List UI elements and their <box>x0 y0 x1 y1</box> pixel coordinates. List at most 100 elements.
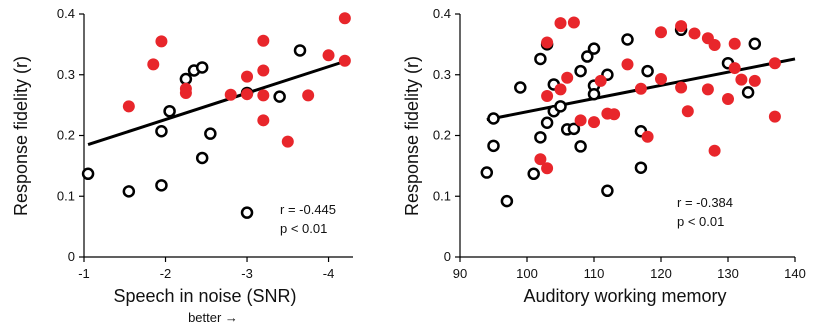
data-point-open <box>122 185 136 198</box>
x-axis-note: better → <box>188 310 238 325</box>
data-point-filled <box>147 58 160 71</box>
speech-in-noise-panel: 0 0.1 0.2 0.3 0.4 -1 -2 -3 -4 Response fidelity… <box>11 6 353 325</box>
data-point-filled <box>179 86 192 99</box>
data-point-filled <box>641 130 654 143</box>
data-point-open <box>587 87 601 101</box>
data-point-open <box>621 33 634 46</box>
data-point-filled <box>748 74 761 87</box>
x-tick-label: -4 <box>323 266 335 281</box>
data-point-filled <box>634 82 647 95</box>
y-axis-ticks: 0 0.1 0.2 0.3 0.4 <box>433 6 460 264</box>
data-point-filled <box>281 135 294 148</box>
x-axis-title: Speech in noise (SNR) <box>113 286 296 306</box>
data-point-filled <box>608 108 621 121</box>
data-point-filled <box>241 88 254 101</box>
data-points <box>81 12 351 219</box>
data-point-filled <box>338 54 351 67</box>
y-axis-ticks: 0 0.1 0.2 0.3 0.4 <box>57 6 84 264</box>
data-point-filled <box>655 73 667 86</box>
y-axis-title: Response fidelity (r) <box>402 56 422 216</box>
y-axis-title: Response fidelity (r) <box>11 56 31 216</box>
data-point-open <box>273 90 286 103</box>
y-tick-label: 0.4 <box>433 6 451 21</box>
data-point-open <box>641 64 654 78</box>
data-point-filled <box>257 114 270 127</box>
data-point-filled <box>241 70 254 83</box>
data-point-open <box>748 37 762 51</box>
correlation-r-text: r = -0.445 <box>280 202 336 217</box>
data-point-filled <box>588 116 600 129</box>
data-point-filled <box>322 49 335 62</box>
data-point-open <box>574 64 587 78</box>
x-tick-label: -1 <box>78 266 90 281</box>
data-point-filled <box>708 144 721 157</box>
x-tick-label: -3 <box>241 266 253 281</box>
data-point-filled <box>708 38 721 51</box>
data-point-filled <box>554 17 567 30</box>
data-point-open <box>581 50 594 63</box>
data-point-filled <box>534 153 547 166</box>
data-point-open <box>534 52 547 66</box>
data-point-filled <box>122 100 135 113</box>
data-points <box>480 16 781 208</box>
data-point-filled <box>728 62 741 75</box>
data-point-open <box>514 81 527 94</box>
data-point-filled <box>541 36 554 49</box>
x-tick-label: 120 <box>650 266 672 281</box>
y-tick-label: 0.2 <box>433 128 451 143</box>
data-point-filled <box>338 12 351 25</box>
data-point-open <box>601 184 614 198</box>
data-point-filled <box>541 162 554 175</box>
y-tick-label: 0.1 <box>57 188 75 203</box>
trend-line-group <box>87 59 346 147</box>
trend-line <box>87 59 346 147</box>
data-point-filled <box>594 74 607 87</box>
data-point-filled <box>257 34 270 47</box>
data-point-open <box>500 194 514 208</box>
x-tick-label: 130 <box>717 266 739 281</box>
x-tick-label: 100 <box>516 266 538 281</box>
data-point-filled <box>768 57 781 70</box>
data-point-open <box>574 140 587 153</box>
x-tick-label: 140 <box>784 266 806 281</box>
data-point-filled <box>768 110 781 123</box>
data-point-filled <box>621 58 634 71</box>
correlation-r-text: r = -0.384 <box>677 195 733 210</box>
data-point-open <box>179 72 193 86</box>
y-tick-label: 0 <box>444 249 451 264</box>
data-point-open <box>634 161 648 174</box>
data-point-filled <box>574 114 587 127</box>
y-tick-label: 0.1 <box>433 188 451 203</box>
data-point-filled <box>675 81 688 94</box>
y-tick-label: 0.2 <box>57 128 75 143</box>
data-point-open <box>554 100 567 113</box>
y-tick-label: 0.3 <box>433 67 451 82</box>
data-point-open <box>195 61 209 74</box>
data-point-filled <box>541 90 554 103</box>
data-point-open <box>155 124 168 138</box>
data-point-filled <box>257 64 270 77</box>
data-point-open <box>487 112 500 125</box>
y-tick-label: 0.4 <box>57 6 75 21</box>
data-point-open <box>741 86 755 99</box>
data-point-filled <box>302 89 315 102</box>
x-tick-label: 90 <box>453 266 467 281</box>
data-point-open <box>540 116 554 129</box>
working-memory-panel: 0 0.1 0.2 0.3 0.4 90 100 110 120 130 140 Response… <box>402 6 806 306</box>
data-point-filled <box>701 83 714 96</box>
x-axis-ticks: -1 -2 -3 -4 <box>78 257 334 281</box>
data-point-open <box>81 167 95 181</box>
data-point-open <box>567 122 581 136</box>
data-point-open <box>587 42 601 55</box>
p-value-text: p < 0.01 <box>677 214 724 229</box>
data-point-filled <box>675 20 688 33</box>
data-point-filled <box>735 73 748 86</box>
data-point-filled <box>655 26 667 39</box>
data-point-filled <box>722 93 734 106</box>
data-point-open <box>155 179 168 192</box>
data-point-filled <box>224 88 237 101</box>
x-axis-ticks: 90 100 110 120 130 140 <box>453 257 806 281</box>
data-point-filled <box>257 89 270 102</box>
data-point-filled <box>155 35 168 48</box>
